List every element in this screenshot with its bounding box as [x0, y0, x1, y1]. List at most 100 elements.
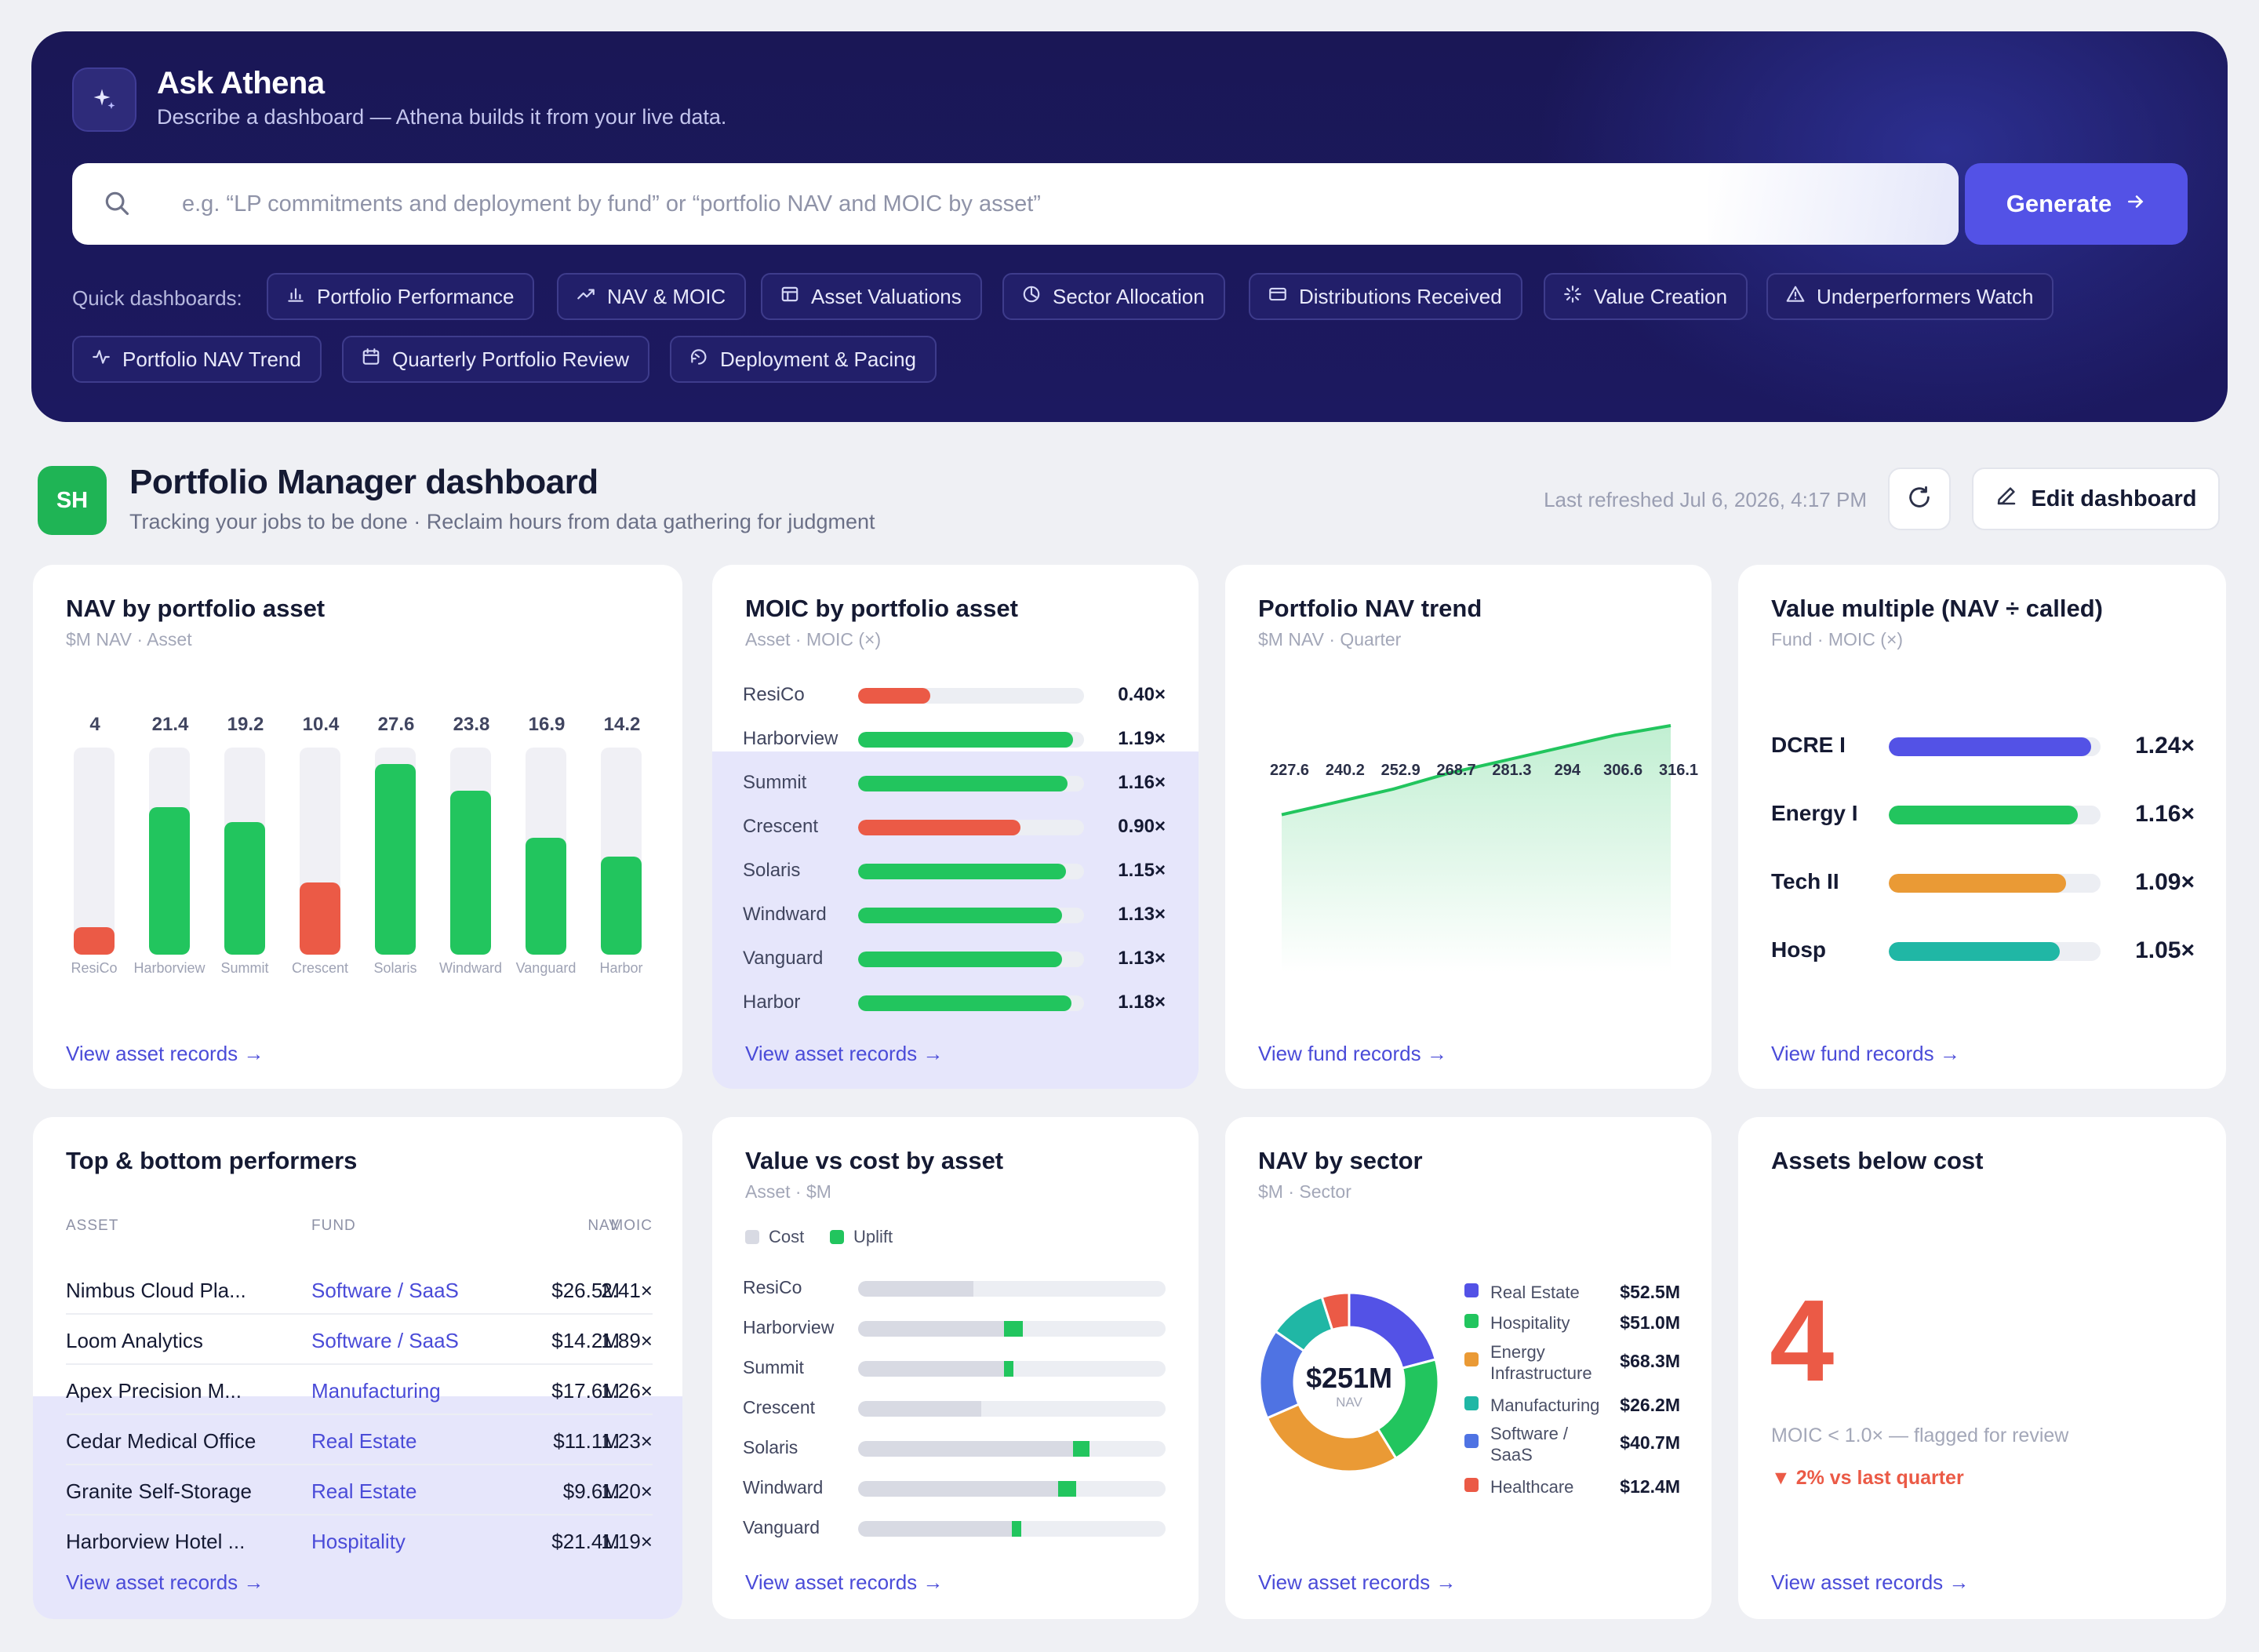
cell-fund-link[interactable]: Real Estate [311, 1479, 417, 1503]
view-asset-records-link[interactable]: View asset records → [1771, 1570, 1970, 1594]
table-row[interactable] [66, 1415, 653, 1465]
bar-value-label: 1.16× [2135, 801, 2195, 827]
bar-track[interactable] [858, 1441, 1166, 1457]
bar-track[interactable] [149, 748, 190, 955]
table-row[interactable] [66, 1264, 653, 1315]
cell-asset: Harborview Hotel ... [66, 1530, 246, 1553]
legend-swatch [1464, 1434, 1479, 1448]
cell-fund-link[interactable]: Hospitality [311, 1530, 406, 1553]
view-asset-records-link[interactable]: View asset records → [745, 1042, 944, 1065]
search-bar [72, 163, 1959, 245]
cell-asset: Nimbus Cloud Pla... [66, 1279, 246, 1302]
edit-dashboard-button[interactable]: Edit dashboard [1972, 468, 2220, 530]
bar-track[interactable] [858, 1321, 1166, 1337]
bar-track[interactable] [1889, 806, 2101, 824]
bar-value-label: 0.40× [1118, 684, 1166, 705]
donut-slice[interactable] [1265, 1403, 1398, 1473]
view-asset-records-link[interactable]: View asset records → [745, 1570, 944, 1594]
row-label: ResiCo [743, 1277, 802, 1297]
quick-dashboards-label: Quick dashboards: [72, 286, 242, 310]
chip-sector-allocation[interactable]: Sector Allocation [1002, 273, 1225, 320]
bar [450, 791, 491, 955]
donut-slice[interactable] [1348, 1291, 1438, 1370]
refresh-button[interactable] [1888, 468, 1951, 530]
bar [858, 776, 1068, 791]
chip-underperformers-watch[interactable]: Underperformers Watch [1766, 273, 2054, 320]
legend-swatch [1464, 1314, 1479, 1328]
refresh-icon [1906, 484, 1933, 515]
bar-value-label: 1.19× [1118, 728, 1166, 749]
bar-track[interactable] [1889, 942, 2101, 961]
chip-distributions-received[interactable]: Distributions Received [1249, 273, 1522, 320]
legend-uplift-label: Uplift [853, 1227, 893, 1246]
view-asset-records-link[interactable]: View asset records → [66, 1042, 264, 1065]
bar-track[interactable] [858, 1481, 1166, 1497]
chip-deployment-pacing[interactable]: Deployment & Pacing [670, 336, 937, 383]
cell-fund-link[interactable]: Real Estate [311, 1429, 417, 1453]
cell-fund-link[interactable]: Software / SaaS [311, 1329, 459, 1352]
bar-track[interactable] [1889, 737, 2101, 756]
cell-fund-link[interactable]: Software / SaaS [311, 1279, 459, 1302]
cell-moic: 1.89× [601, 1329, 653, 1352]
below-cost-count: 4 [1770, 1276, 1835, 1406]
bar [1889, 737, 2091, 756]
bar-track[interactable] [858, 864, 1084, 879]
chip-label: Sector Allocation [1053, 284, 1205, 308]
chip-label: Deployment & Pacing [720, 347, 917, 371]
bar-track[interactable] [858, 732, 1084, 748]
cell-moic: 2.41× [601, 1279, 653, 1302]
row-label: Harborview [743, 1317, 835, 1337]
bar-value-label: 4 [89, 714, 100, 735]
card-subtitle: $M NAV · Asset [66, 629, 192, 650]
below-cost-delta: ▼ 2% vs last quarter [1771, 1467, 1964, 1489]
bar-track[interactable] [1889, 874, 2101, 893]
bar-track[interactable] [601, 748, 642, 955]
bar-track[interactable] [858, 820, 1084, 835]
chip-value-creation[interactable]: Value Creation [1544, 273, 1748, 320]
bar-track[interactable] [224, 748, 265, 955]
chip-portfolio-nav-trend[interactable]: Portfolio NAV Trend [72, 336, 322, 383]
table-row[interactable] [66, 1315, 653, 1365]
bar-track[interactable] [858, 1281, 1166, 1297]
card-subtitle: $M · Sector [1258, 1181, 1351, 1202]
bar-track[interactable] [74, 748, 115, 955]
bar-track[interactable] [858, 1401, 1166, 1417]
bar-track[interactable] [526, 748, 566, 955]
bar-category-label: Windward [438, 960, 503, 976]
table-row[interactable] [66, 1465, 653, 1516]
bar-track[interactable] [858, 995, 1084, 1011]
page-subtitle: Tracking your jobs to be done · Reclaim … [129, 510, 875, 533]
chip-nav-moic[interactable]: NAV & MOIC [557, 273, 747, 320]
bar-track[interactable] [858, 1361, 1166, 1377]
bar-track[interactable] [858, 1521, 1166, 1537]
cell-fund-link[interactable]: Manufacturing [311, 1379, 441, 1403]
view-asset-records-link[interactable]: View asset records → [66, 1570, 264, 1594]
chip-quarterly-portfolio-review[interactable]: Quarterly Portfolio Review [342, 336, 649, 383]
bar-track[interactable] [858, 908, 1084, 923]
view-fund-records-link[interactable]: View fund records → [1258, 1042, 1447, 1065]
bar-track[interactable] [450, 748, 491, 955]
cell-moic: 1.26× [601, 1379, 653, 1403]
generate-button[interactable]: Generate [1965, 163, 2188, 245]
bar-track[interactable] [375, 748, 416, 955]
cell-nav: $14.2M [551, 1329, 620, 1352]
sector-donut [1258, 1291, 1440, 1473]
bar-category-label: Crescent [291, 960, 349, 976]
bar-track[interactable] [300, 748, 340, 955]
row-label: Crescent [743, 1397, 816, 1417]
view-asset-records-link[interactable]: View asset records → [1258, 1570, 1457, 1594]
bar-track[interactable] [858, 688, 1084, 704]
bar [375, 764, 416, 955]
donut-slice[interactable] [1320, 1291, 1351, 1332]
row-label: DCRE I [1771, 733, 1846, 757]
bar-value-label: 1.24× [2135, 733, 2195, 759]
chip-asset-valuations[interactable]: Asset Valuations [761, 273, 982, 320]
search-input[interactable] [182, 163, 1751, 245]
table-row[interactable] [66, 1365, 653, 1415]
view-fund-records-link[interactable]: View fund records → [1771, 1042, 1960, 1065]
point-value-label: 316.1 [1659, 762, 1698, 779]
legend-swatch [1464, 1352, 1479, 1366]
bar-track[interactable] [858, 776, 1084, 791]
chip-portfolio-performance[interactable]: Portfolio Performance [267, 273, 535, 320]
bar-track[interactable] [858, 952, 1084, 967]
